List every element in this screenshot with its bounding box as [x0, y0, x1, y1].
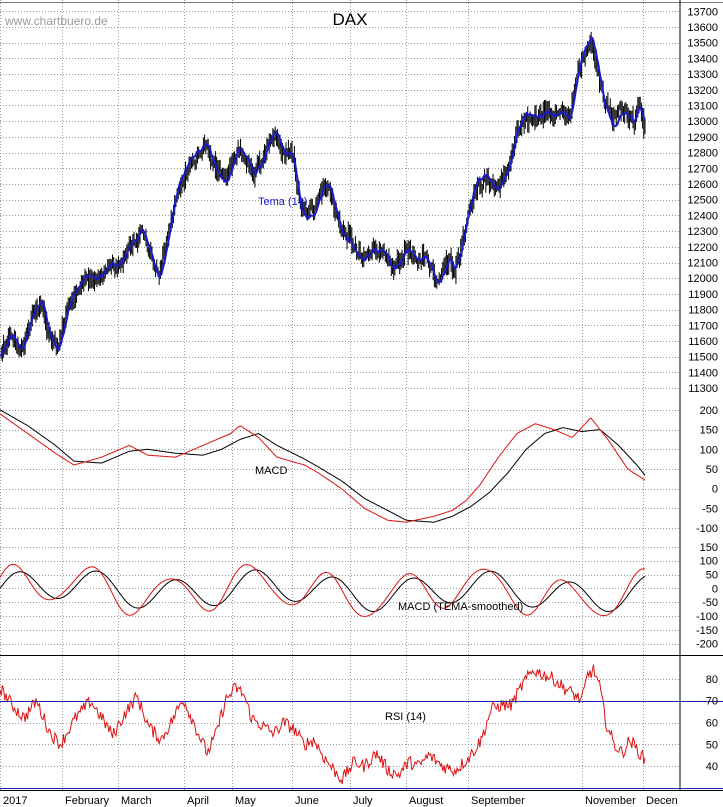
- x-tick-label: September: [471, 795, 525, 807]
- y-tick-label: 50: [706, 739, 718, 751]
- y-tick-label: 12000: [687, 273, 718, 285]
- y-tick-label: 200: [700, 405, 718, 417]
- x-tick-label: Decen: [646, 795, 678, 807]
- y-tick-label: 12400: [687, 210, 718, 222]
- y-tick-label: 80: [706, 674, 718, 686]
- y-tick-label: 40: [706, 761, 718, 773]
- x-tick-label: May: [235, 795, 256, 807]
- y-tick-label: 150: [700, 542, 718, 554]
- price-panel: [0, 31, 646, 362]
- macd-tema-label: MACD (TEMA-smoothed): [398, 601, 523, 613]
- y-tick-label: 12500: [687, 195, 718, 207]
- chart-title: DAX: [333, 10, 368, 29]
- y-tick-label: 13200: [687, 85, 718, 97]
- y-tick-label: 13400: [687, 53, 718, 65]
- macd-tema-signal-line: [0, 563, 646, 617]
- y-tick-label: 12600: [687, 179, 718, 191]
- y-axis-labels: 11300 11400 11500 11600 11700 11800 11900 12000…: [687, 6, 718, 773]
- y-tick-label: 13100: [687, 100, 718, 112]
- y-tick-label: 0: [712, 583, 718, 595]
- y-tick-label: -50: [702, 597, 718, 609]
- y-tick-label: 12800: [687, 148, 718, 160]
- y-tick-label: 150: [700, 425, 718, 437]
- x-tick-label: August: [409, 795, 443, 807]
- x-tick-label: July: [353, 795, 373, 807]
- y-tick-label: -50: [702, 503, 718, 515]
- y-tick-label: -200: [696, 639, 718, 651]
- y-tick-label: 100: [700, 556, 718, 568]
- y-tick-label: 12100: [687, 258, 718, 270]
- panel-labels: Tema (14) MACD MACD (TEMA-smoothed) RSI (14…: [255, 196, 523, 723]
- y-tick-label: 50: [706, 570, 718, 582]
- tema-label: Tema (14): [258, 196, 308, 208]
- y-tick-label: 0: [712, 484, 718, 496]
- watermark-text: www.chartbuero.de: [4, 14, 108, 28]
- y-tick-label: 11700: [688, 320, 718, 332]
- macd-label: MACD: [255, 465, 287, 477]
- y-tick-label: -150: [696, 625, 718, 637]
- y-tick-label: 11600: [688, 336, 718, 348]
- macd-tema-line: [0, 569, 646, 613]
- macd-signal-line: [0, 413, 646, 523]
- y-tick-label: 11800: [688, 305, 718, 317]
- y-tick-label: 70: [706, 696, 718, 708]
- y-tick-label: 12200: [687, 242, 718, 254]
- x-axis-labels: 2017 February March April May June July August S…: [3, 795, 678, 807]
- y-tick-label: -100: [696, 523, 718, 535]
- y-tick-label: 13300: [687, 69, 718, 81]
- x-tick-label: February: [65, 795, 110, 807]
- y-tick-label: 11400: [688, 367, 718, 379]
- y-tick-label: 50: [706, 464, 718, 476]
- x-tick-label: June: [295, 795, 319, 807]
- y-tick-label: 12900: [687, 132, 718, 144]
- x-tick-label: March: [121, 795, 152, 807]
- x-tick-label: April: [187, 795, 209, 807]
- rsi-line: [0, 664, 646, 784]
- x-tick-label: 2017: [3, 795, 27, 807]
- x-tick-label: November: [585, 795, 636, 807]
- rsi-panel: [0, 664, 723, 789]
- rsi-label: RSI (14): [385, 711, 426, 723]
- macd-panel: [0, 409, 646, 523]
- y-tick-label: 13700: [687, 6, 718, 18]
- tema-line: [0, 36, 646, 357]
- grid-layer: [0, 0, 680, 790]
- y-tick-label: 13000: [687, 116, 718, 128]
- y-tick-label: 11500: [688, 352, 718, 364]
- y-tick-label: 11300: [688, 383, 718, 395]
- y-tick-label: 13600: [687, 22, 718, 34]
- y-tick-label: 13500: [687, 38, 718, 50]
- y-tick-label: 100: [700, 444, 718, 456]
- macd-line: [0, 409, 646, 523]
- y-tick-label: -100: [696, 611, 718, 623]
- macd-tema-panel: [0, 563, 646, 617]
- y-tick-label: 11900: [688, 289, 718, 301]
- y-tick-label: 60: [706, 718, 718, 730]
- y-tick-label: 12700: [687, 163, 718, 175]
- y-tick-label: 12300: [687, 226, 718, 238]
